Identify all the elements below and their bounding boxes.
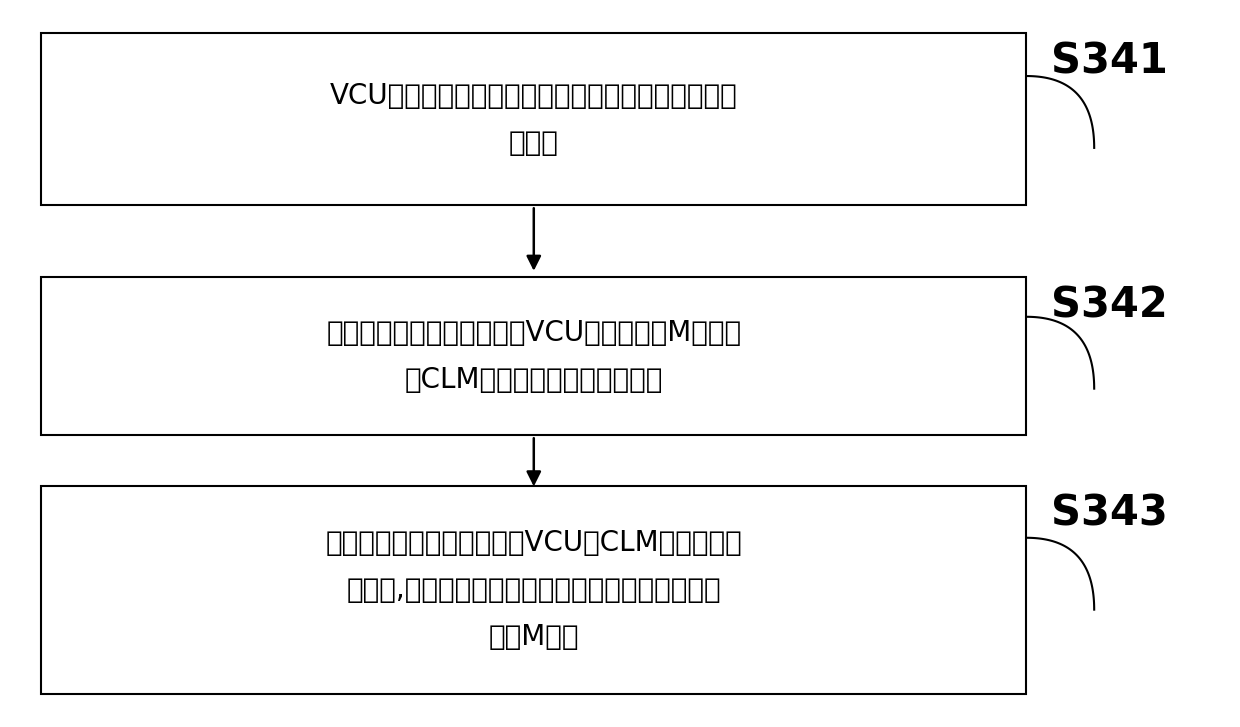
FancyBboxPatch shape [41,486,1027,694]
Text: 统状态: 统状态 [508,129,559,156]
Text: VCU控制检测高压继电器闭合状态正常，检测空调系: VCU控制检测高压继电器闭合状态正常，检测空调系 [330,82,738,110]
Text: S343: S343 [1052,493,1168,535]
FancyBboxPatch shape [41,33,1027,206]
Text: 电器M断开: 电器M断开 [489,622,579,651]
FancyBboxPatch shape [41,277,1027,435]
Text: S342: S342 [1052,284,1168,326]
Text: 使CLM从睡眠模式进入操作模式: 使CLM从睡眠模式进入操作模式 [404,366,663,393]
Text: 在空调系统为关闭状态时，VCU向CLM发送禁止工: 在空调系统为关闭状态时，VCU向CLM发送禁止工 [325,529,743,557]
Text: 作指令,并根据接收到的压缩机关闭状态信号控制继: 作指令,并根据接收到的压缩机关闭状态信号控制继 [346,576,722,604]
Text: S341: S341 [1052,40,1168,82]
Text: 在空调系统为开启状态时，VCU控制继电器M闭合，: 在空调系统为开启状态时，VCU控制继电器M闭合， [326,319,742,347]
